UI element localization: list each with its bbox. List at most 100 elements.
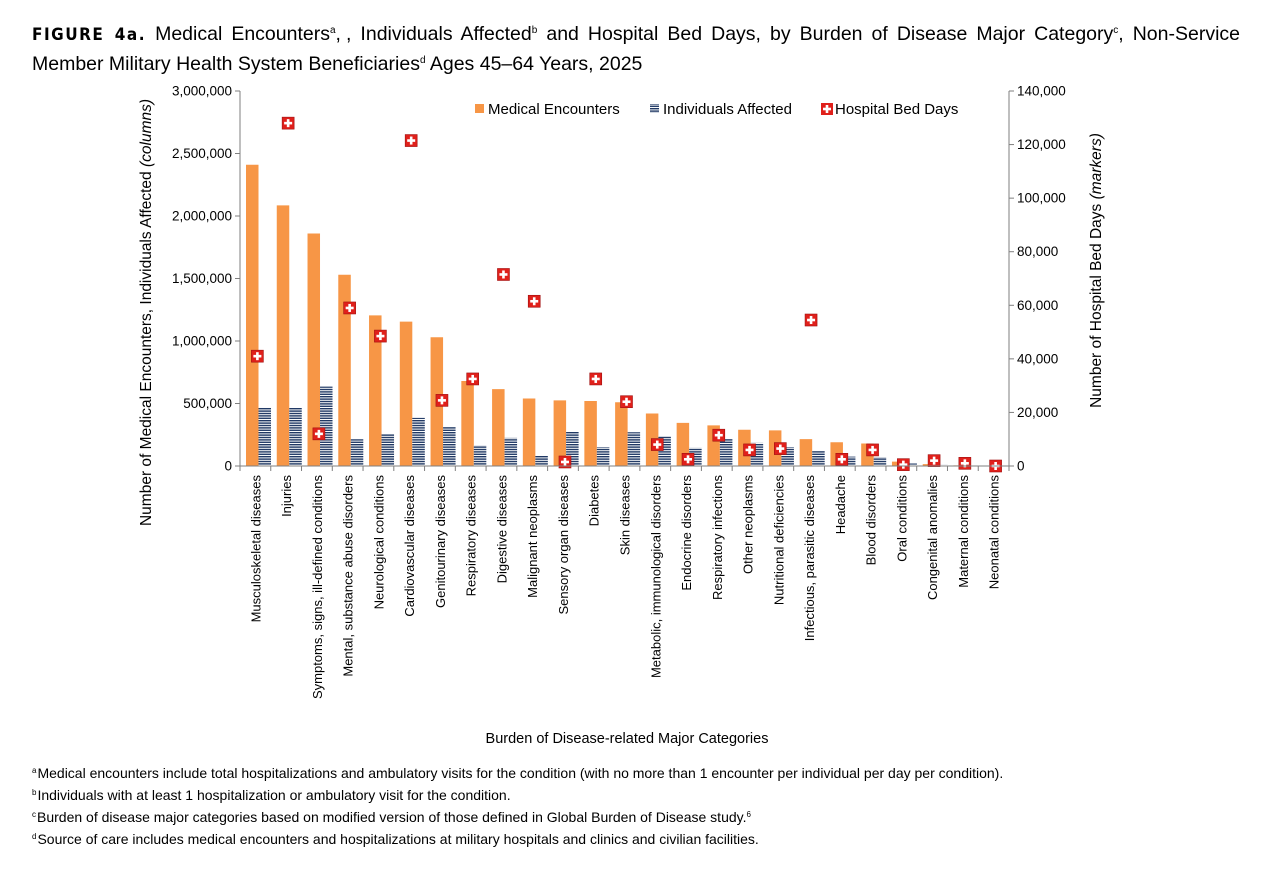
left-tick-label: 3,000,000 [172,84,232,99]
category-label: Nutritional deficiencies [771,475,786,606]
legend-item: Medical Encounters [475,101,620,118]
marker-hospital-bed-days [312,427,326,441]
bar-individuals-affected [320,386,333,466]
left-tick-label: 1,500,000 [172,271,232,286]
title-sup-c: c [1113,25,1119,36]
marker-hospital-bed-days [404,134,418,147]
marker-hospital-bed-days [527,294,541,308]
marker-hospital-bed-days [650,438,664,451]
footnotes: aMedical encounters include total hospit… [32,761,1003,849]
bar-individuals-affected [473,445,487,466]
right-tick-label: 20,000 [1017,405,1058,420]
figure-label: FIGURE 4a. [32,25,147,45]
marker-hospital-bed-days [589,372,603,386]
right-tick-label: 100,000 [1017,191,1066,206]
category-label: Cardiovascular diseases [402,475,417,617]
bar-individuals-affected [596,447,610,466]
marker-hospital-bed-days [497,268,510,281]
title-text-3: and Hospital Bed Days, by Burden of Dise… [546,23,1114,45]
bar-individuals-affected [289,407,302,466]
bar-medical-encounters [276,205,290,466]
bar-individuals-affected [873,457,887,466]
category-label: Congenital anomalies [925,475,940,601]
marker-hospital-bed-days [620,395,633,409]
bar-individuals-affected [381,434,395,466]
figure-title: FIGURE 4a. Medical Encountersa, , Indivi… [32,23,1240,75]
left-tick-label: 1,000,000 [172,334,232,349]
right-tick-label: 40,000 [1017,351,1058,366]
category-label: Mental, substance abuse disorders [341,475,356,677]
category-label: Neurological conditions [371,475,386,610]
category-label: Endocrine disorders [679,475,694,591]
legend: Medical Encounters Individuals Affected Ho… [475,101,958,118]
legend-item: Individuals Affected [650,101,792,118]
bar-medical-encounters [338,274,351,466]
right-tick-label: 120,000 [1017,137,1066,152]
legend-swatch-bed-days [821,103,833,115]
category-label: Diabetes [587,475,602,527]
title-sup-b: b [531,25,538,36]
title-text-2: , Individuals Affected [345,23,532,45]
right-tick-label: 60,000 [1017,298,1058,313]
title-text-4: , Non-Service Member Military Health Sys… [32,23,1240,75]
left-tick-label: 2,000,000 [172,209,232,224]
category-label: Neonatal conditions [987,475,1002,590]
category-label: Sensory organ diseases [556,475,571,615]
bar-individuals-affected [719,438,733,466]
category-label: Blood disorders [864,475,879,566]
bar-medical-encounters [492,389,505,466]
left-tick-label: 500,000 [183,396,232,411]
marker-hospital-bed-days [743,443,756,457]
category-label: Oral conditions [894,475,909,562]
category-label: Other neoplasms [741,475,756,574]
category-label: Headache [833,475,848,534]
marker-hospital-bed-days [897,458,910,471]
legend-swatch-individuals [650,104,659,113]
bar-individuals-affected [904,463,917,466]
marker-hospital-bed-days [773,442,787,455]
bar-medical-encounters [553,400,567,466]
category-label: Skin diseases [618,475,633,556]
legend-label: Hospital Bed Days [835,101,958,118]
bar-medical-encounters [246,164,259,466]
marker-hospital-bed-days [958,457,972,470]
marker-hospital-bed-days [681,453,695,466]
category-label: Genitourinary diseases [433,475,448,608]
category-label: Respiratory infections [710,475,725,600]
marker-hospital-bed-days [712,428,726,442]
footnote-c: cBurden of disease major categories base… [32,809,751,825]
category-label: Injuries [279,475,294,517]
left-axis-title: Number of Medical Encounters, Individual… [138,99,155,526]
bar-individuals-affected [412,417,425,466]
bar-individuals-affected [842,456,856,466]
left-tick-label: 2,500,000 [172,146,232,161]
legend-swatch-encounters [475,104,484,113]
bar-individuals-affected [443,426,456,466]
left-tick-label: 0 [224,459,232,474]
title-sup-d: d [419,55,426,66]
title-text-5: Ages 45–64 Years, 2025 [429,53,643,75]
bar-medical-encounters [522,398,536,466]
category-label: Respiratory diseases [464,475,479,597]
bar-individuals-affected [812,451,825,466]
bar-individuals-affected [627,432,641,466]
category-label: Malignant neoplasms [525,475,540,598]
bar-medical-encounters [369,315,382,466]
bar-individuals-affected [935,464,948,466]
title-sup-a: a [329,25,336,36]
footnote-a: aMedical encounters include total hospit… [32,765,1004,781]
marker-hospital-bed-days [374,329,387,343]
markers-group [251,116,1002,473]
marker-hospital-bed-days [466,372,480,386]
legend-label: Medical Encounters [488,101,620,118]
marker-hospital-bed-days [804,313,818,327]
category-label: Maternal conditions [956,475,971,588]
category-label: Metabolic, immunological disorders [648,475,663,679]
footnote-d: dSource of care includes medical encount… [32,831,759,847]
x-axis-title: Burden of Disease-related Major Categori… [485,731,769,747]
bar-individuals-affected [535,456,548,466]
right-tick-label: 80,000 [1017,244,1058,259]
footnote-b: bIndividuals with at least 1 hospitaliza… [32,787,511,803]
marker-hospital-bed-days [558,455,572,469]
